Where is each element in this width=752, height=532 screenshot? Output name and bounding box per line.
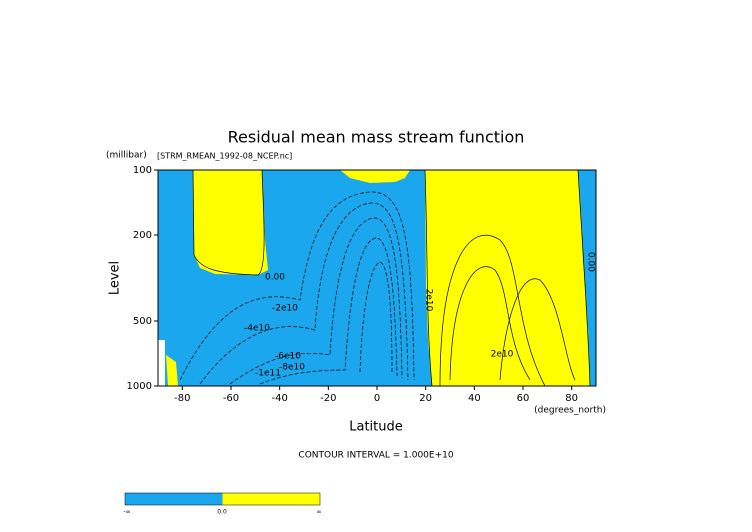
contour-line xyxy=(229,217,403,385)
missing-region xyxy=(158,340,165,386)
contour-label: -8e10 xyxy=(279,363,305,373)
contour-label: -2e10 xyxy=(272,304,298,314)
positive-region xyxy=(340,170,410,183)
contour-line xyxy=(199,202,409,385)
colorbar-label: 0.0 xyxy=(217,509,227,516)
y-units: (millibar) xyxy=(106,151,147,161)
x-units: (degrees_north) xyxy=(534,406,606,416)
contour-line xyxy=(259,237,398,385)
subtitle: [STRM_RMEAN_1992-08_NCEP.nc] xyxy=(157,152,292,161)
x-tick-label: -40 xyxy=(271,393,287,404)
colorbar-label: ∞ xyxy=(317,509,322,516)
zero-contour xyxy=(424,169,433,387)
x-tick-label: -20 xyxy=(320,393,336,404)
positive-region xyxy=(425,170,590,386)
x-tick-label: -60 xyxy=(223,393,239,404)
contour-label: 2e10 xyxy=(424,289,434,312)
contour-label: 0.00 xyxy=(265,273,285,283)
zero-contour xyxy=(577,169,591,387)
y-tick-label: 100 xyxy=(133,165,152,176)
y-tick-label: 1000 xyxy=(127,381,152,392)
x-tick-label: 60 xyxy=(517,393,530,404)
y-axis-label: Level xyxy=(108,261,123,295)
contour-line xyxy=(359,261,393,373)
y-tick-label: 200 xyxy=(133,230,152,241)
contour-line xyxy=(499,278,576,381)
x-tick-label: -80 xyxy=(174,393,190,404)
contour-label: -6e10 xyxy=(275,352,301,362)
positive-region xyxy=(193,170,268,275)
contour-label: -4e10 xyxy=(244,324,270,334)
contour-label: 0.00 xyxy=(586,252,596,272)
contour-line xyxy=(439,234,546,387)
contour-label: 2e10 xyxy=(491,350,514,360)
contour-line xyxy=(449,266,531,381)
zero-contour xyxy=(192,169,265,276)
x-tick-label: 40 xyxy=(468,393,481,404)
x-axis-label: Latitude xyxy=(349,420,403,435)
plot-area xyxy=(157,169,597,387)
contour-line xyxy=(179,191,415,381)
x-tick-label: 0 xyxy=(374,393,380,404)
chart-title: Residual mean mass stream function xyxy=(228,128,525,147)
x-tick-label: 20 xyxy=(419,393,432,404)
contour-interval: CONTOUR INTERVAL = 1.000E+10 xyxy=(298,451,453,461)
contour-label: -1e11 xyxy=(255,369,281,379)
x-tick-label: 80 xyxy=(565,393,578,404)
positive-region xyxy=(166,355,178,386)
colorbar-label: -∞ xyxy=(123,509,130,516)
colorbar xyxy=(124,492,321,506)
y-tick-label: 500 xyxy=(133,316,152,327)
